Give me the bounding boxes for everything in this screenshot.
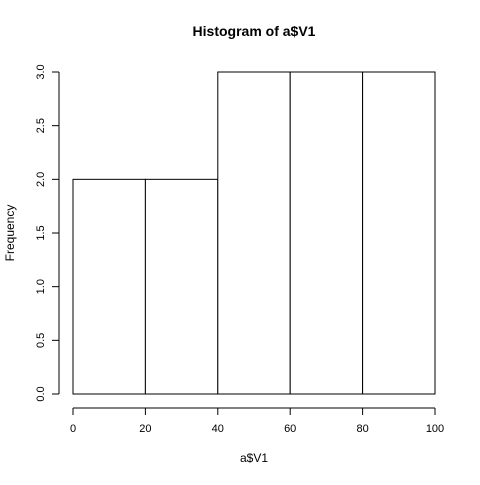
y-axis: 0.0 0.5 1.0 1.5 2.0 2.5 3.0 xyxy=(35,64,60,402)
bars xyxy=(72,71,436,395)
x-tick-label: 0 xyxy=(70,423,76,435)
y-tick-label: 3.0 xyxy=(35,64,47,79)
x-tick-label: 80 xyxy=(356,423,368,435)
y-tick-label: 2.5 xyxy=(35,118,47,133)
x-axis-label: a$V1 xyxy=(240,451,268,465)
histogram-bar xyxy=(362,71,436,395)
y-tick-label: 0.0 xyxy=(35,386,47,401)
histogram-bar xyxy=(217,71,291,395)
y-axis-label: Frequency xyxy=(3,205,17,262)
histogram-bar xyxy=(72,178,146,395)
histogram-bar xyxy=(289,71,364,395)
x-tick-label: 100 xyxy=(426,423,444,435)
y-tick-label: 0.5 xyxy=(35,333,47,348)
chart-title: Histogram of a$V1 xyxy=(193,23,316,39)
y-tick-label: 1.0 xyxy=(35,279,47,294)
x-tick-label: 60 xyxy=(284,423,296,435)
y-tick-label: 1.5 xyxy=(35,225,47,240)
histogram-bar xyxy=(144,178,219,395)
x-tick-label: 20 xyxy=(139,423,151,435)
x-tick-label: 40 xyxy=(212,423,224,435)
y-tick-label: 2.0 xyxy=(35,172,47,187)
x-axis: 0 20 40 60 80 100 xyxy=(70,407,444,435)
